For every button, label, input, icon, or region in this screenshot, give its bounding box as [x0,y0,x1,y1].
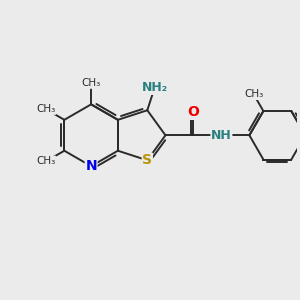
Text: CH₃: CH₃ [82,78,101,88]
Text: O: O [188,105,200,119]
Text: NH₂: NH₂ [142,81,168,94]
Text: S: S [142,153,152,167]
Text: CH₃: CH₃ [36,104,56,114]
Text: N: N [85,159,97,173]
Text: NH: NH [211,129,232,142]
Text: CH₃: CH₃ [36,156,56,166]
Text: CH₃: CH₃ [244,89,263,100]
